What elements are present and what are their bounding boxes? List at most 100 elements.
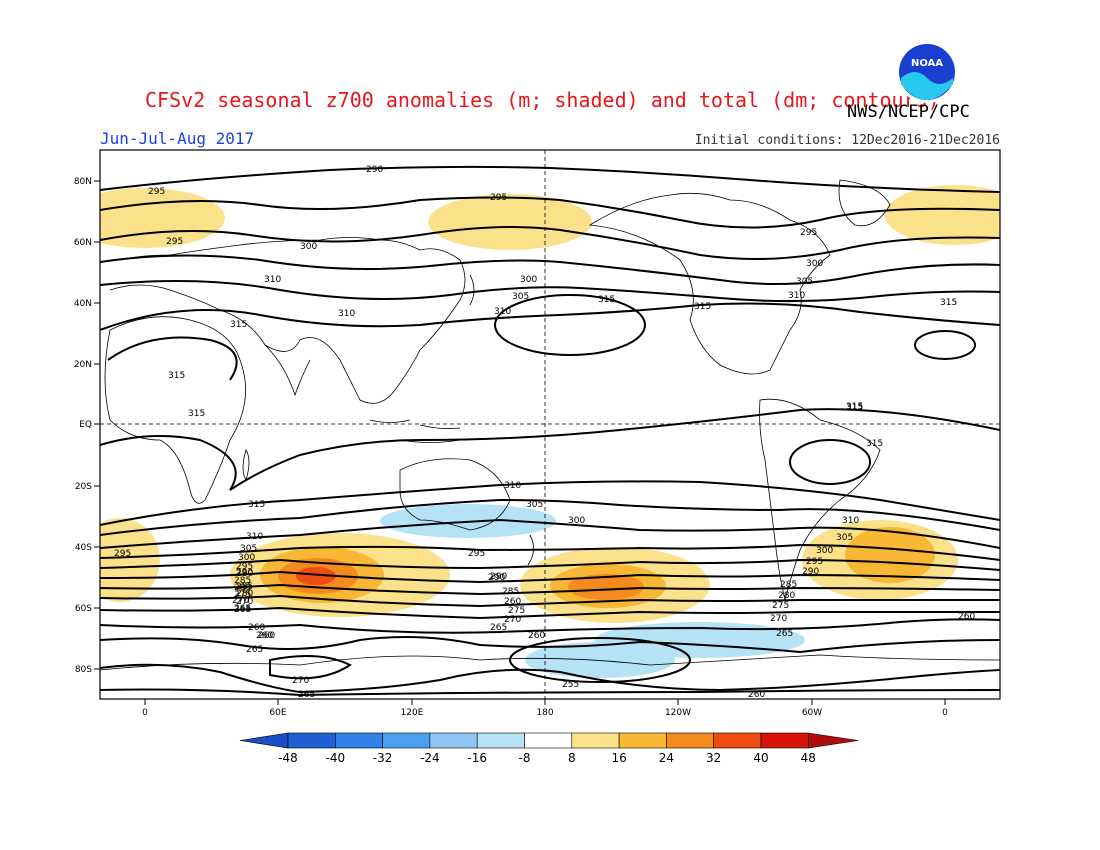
contour-label: 295	[236, 562, 253, 572]
colorbar-label: 8	[568, 751, 576, 765]
contour-label: 315	[230, 320, 247, 330]
contour-label: 315	[940, 298, 957, 308]
colorbar-swatch	[760, 732, 809, 749]
contour-line	[100, 196, 1000, 229]
anomaly-positive-patch	[100, 518, 160, 602]
south-america-coast	[759, 398, 881, 601]
lat-label: 40S	[75, 543, 92, 553]
colorbar-swatch	[476, 732, 525, 749]
contour-label: 295	[148, 187, 165, 197]
colorbar-low-arrow	[239, 732, 289, 749]
contour-line	[914, 330, 976, 360]
colorbar-label: -24	[420, 751, 440, 765]
colorbar: -48 -40 -32 -24 -16 -8 8 16 24 32 40 48	[239, 732, 859, 765]
colorbar-high-arrow	[807, 732, 859, 749]
colorbar-label: -32	[373, 751, 393, 765]
contour-label: 290	[802, 567, 819, 577]
contour-label: 270	[770, 614, 787, 624]
contour-label: 265	[490, 623, 507, 633]
contour-label: 260	[748, 690, 765, 700]
contour-label: 300	[300, 242, 317, 252]
colorbar-swatch	[713, 732, 762, 749]
contour-label: 315	[188, 409, 205, 419]
colorbar-label: 24	[659, 751, 674, 765]
contour-label: 270	[292, 676, 309, 686]
contour-line	[100, 280, 1000, 303]
contour-label: 315	[866, 439, 883, 449]
colorbar-label: 40	[753, 751, 768, 765]
contour-line	[107, 336, 238, 381]
lat-label: 20S	[75, 482, 92, 492]
latitude-axis: 80N 60N 40N 20N EQ 20S 40S 60S 80S	[74, 177, 100, 675]
colorbar-label: 48	[801, 751, 816, 765]
contour-label: 315	[846, 403, 863, 413]
contour-label: 280	[778, 591, 795, 601]
colorbar-swatch	[618, 732, 667, 749]
north-america-coast	[588, 192, 831, 375]
contour-line	[100, 688, 1000, 697]
contour-label: 305	[796, 277, 813, 287]
contour-label: 260	[958, 612, 975, 622]
colorbar-label: -40	[325, 751, 345, 765]
contour-label: 260	[258, 631, 275, 641]
anomaly-positive-patch	[568, 574, 644, 600]
contour-label: 285	[502, 587, 519, 597]
colorbar-swatch	[429, 732, 478, 749]
contour-label: 305	[836, 533, 853, 543]
colorbar-label: -48	[278, 751, 298, 765]
colorbar-label: 16	[611, 751, 626, 765]
contour-label: 315	[248, 500, 265, 510]
contour-label: 295	[114, 549, 131, 559]
contour-label: 260	[528, 631, 545, 641]
contour-line	[100, 594, 1000, 608]
agency-label: NWS/NCEP/CPC	[847, 102, 970, 122]
contour-label: 295	[806, 557, 823, 567]
contour-label: 310	[338, 309, 355, 319]
contour-label: 260	[248, 623, 265, 633]
contour-line	[100, 606, 1000, 620]
colorbar-swatch	[382, 732, 431, 749]
contour-line	[100, 225, 1000, 260]
contour-label: 290	[490, 572, 507, 582]
contour-label: 265	[776, 629, 793, 639]
contour-line	[509, 637, 691, 683]
colorbar-swatch	[334, 732, 383, 749]
contour-label: 305	[526, 500, 543, 510]
colorbar-swatch	[571, 732, 620, 749]
anomaly-negative-patch	[525, 642, 675, 678]
contour-label: 285	[234, 576, 251, 586]
noaa-logo-text: NOAA	[911, 58, 943, 69]
lon-label: 60E	[269, 708, 286, 718]
contour-label: 310	[494, 307, 511, 317]
contour-label: 285	[236, 582, 253, 592]
contour-label: 290	[488, 573, 505, 583]
contour-line	[100, 570, 1000, 584]
contour-line	[100, 302, 1000, 331]
lon-label: 0	[142, 708, 148, 718]
contour-label: 265	[246, 645, 263, 655]
lon-label: 180	[536, 708, 553, 718]
colorbar-swatch	[524, 732, 573, 749]
lat-label: EQ	[79, 420, 92, 430]
contour-label: 310	[842, 516, 859, 526]
gridlines	[100, 150, 1000, 699]
contour-label: 310	[504, 481, 521, 491]
anomaly-positive-patch	[100, 188, 225, 248]
lat-label: 60N	[74, 238, 92, 248]
contour-line	[100, 165, 1000, 193]
colorbar-label: -8	[519, 751, 531, 765]
contour-label: 275	[772, 601, 789, 611]
contour-line	[269, 655, 352, 680]
contour-label: 275	[234, 590, 251, 600]
colorbar-label: -16	[467, 751, 487, 765]
contour-label: 285	[780, 580, 797, 590]
contour-label: 310	[264, 275, 281, 285]
contour-label: 315	[598, 295, 615, 305]
contour-line	[100, 254, 1000, 285]
lat-label: 20N	[74, 360, 92, 370]
contour-label: 300	[520, 275, 537, 285]
contour-line	[494, 294, 646, 356]
contour-label: 300	[816, 546, 833, 556]
contour-label: 255	[562, 680, 579, 690]
